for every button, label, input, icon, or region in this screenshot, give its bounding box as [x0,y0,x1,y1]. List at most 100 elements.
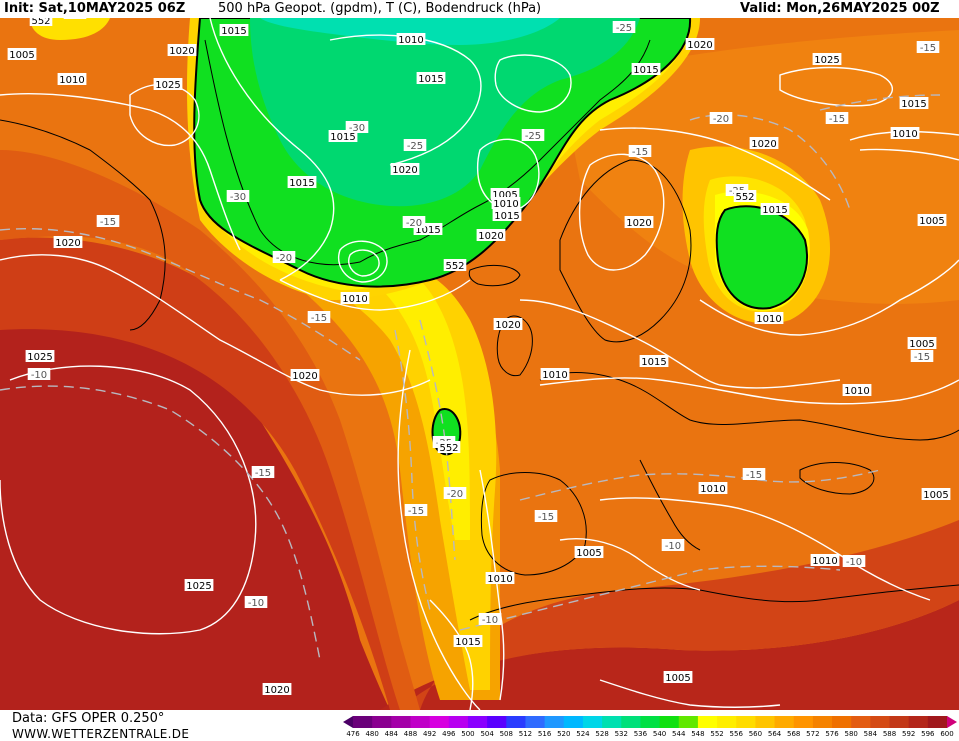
legend-swatch [582,716,603,728]
pressure-label-text: 1015 [330,132,355,143]
pressure-label: 1020 [290,369,320,382]
geopotential-labels: 552 552 552 552 [29,18,757,454]
temperature-label-text: -20 [406,218,422,229]
pressure-label-box [917,214,947,226]
pressure-label: 1010 [698,482,728,495]
pressure-label-box [219,24,249,36]
pressure-label: 1015 [492,209,522,222]
pressure-label: 1010 [810,554,840,567]
temperature-label-box [244,596,268,608]
temperature-label-text: -15 [255,468,271,479]
weather-map[interactable]: 1015 1010 1005 1020 1010 1025 1015 1020 1015 1025… [0,18,959,710]
pressure-label-text: 1010 [487,574,512,585]
temperature-label: -15 [96,215,120,228]
legend-tick-label: 592 [901,730,916,738]
legend-tick-label: 564 [767,730,782,738]
legend-swatch [410,716,431,728]
legend-tick-label: 504 [480,730,494,738]
legend-tick-label: 536 [633,730,648,738]
temperature-label: -10 [244,596,268,609]
pressure-label-text: 1015 [418,74,443,85]
pressure-label-box [290,369,320,381]
isobar-low-scandinavia [578,153,665,271]
legend-swatch [812,716,833,728]
temperature-label-box [307,311,331,323]
pressure-label: 1015 [760,203,790,216]
isobar-1025-ne [779,66,893,107]
pressure-label-text: 1020 [626,218,651,229]
field-orange-west [0,150,420,710]
pressure-label-box [25,350,55,362]
legend-tick-label: 532 [614,730,628,738]
temperature-label-box [842,555,866,567]
temperature-label: -15 [63,18,87,20]
temperature-label: -15 [307,311,331,324]
isotherms [0,94,941,661]
pressure-label-text: 1015 [633,65,658,76]
legend-tick-label: 580 [844,730,858,738]
temperature-label-text: -25 [616,23,632,34]
temperature-label-text: -15 [829,114,845,125]
legend-tick-label: 524 [576,730,590,738]
pressure-label-text: 1020 [264,685,289,696]
isobar-1010-mid [279,279,471,311]
pressure-label-box [842,384,872,396]
pressure-label: 1010 [754,312,784,325]
temperature-label-box [272,251,296,263]
pressure-label: 1015 [219,24,249,37]
legend-swatch [429,716,450,728]
isotherm-minus15-europe [519,469,881,501]
temperature-label: -25 [521,129,545,142]
geopotential-label-text: 552 [445,261,464,272]
legend-swatch [391,716,411,728]
temperature-label-text: -15 [632,147,648,158]
pressure-label: 1005 [921,488,951,501]
isotherm-minus10-south [459,565,841,631]
legend-tick-label: 540 [652,730,667,738]
isotherm-minus15-west [0,228,361,361]
legend-tick-label: 512 [518,730,533,738]
pressure-label-text: 1005 [909,339,934,350]
field-dark-red-sw [0,318,390,710]
temperature-label-text: -10 [31,370,47,381]
pressure-label-text: 1020 [751,139,776,150]
legend-tick-label: 520 [557,730,571,738]
legend-swatch [697,716,718,728]
pressure-label-box [57,73,87,85]
temperature-label-text: -15 [100,217,116,228]
temperature-label-box [402,216,426,228]
temperature-label-box [709,112,733,124]
isobar-1015-europe [539,377,959,405]
pressure-label-text: 1010 [812,556,837,567]
temperature-label-text: -20 [713,114,729,125]
pressure-label-text: 1020 [169,46,194,57]
isobar-1025-atlantic [0,365,257,635]
pressure-label: 1025 [812,53,842,66]
temperature-label-box [742,468,766,480]
temperature-label-box [63,18,87,19]
pressure-label-text: 1010 [844,386,869,397]
pressure-label-text: 1015 [494,211,519,222]
pressure-label-box [631,63,661,75]
temperature-label: -20 [402,216,426,229]
temperature-label-text: -25 [407,141,423,152]
pressure-label-box [390,163,420,175]
pressure-label-box [287,176,317,188]
pressure-label-text: 1010 [700,484,725,495]
pressure-label-text: 1010 [59,75,84,86]
legend-swatch [774,716,795,728]
pressure-label-text: 1005 [919,216,944,227]
temperature-label: -15 [742,468,766,481]
temperature-label: -10 [842,555,866,568]
legend-tick-label: 484 [384,730,398,738]
legend-tick-label: 548 [691,730,705,738]
temperature-label-box [226,190,250,202]
legend-swatch [372,716,392,728]
legend-swatch [467,716,488,728]
temperature-label-text: -30 [230,192,246,203]
pressure-label: 1010 [540,368,570,381]
geopotential-label: 552 [437,441,461,454]
temperature-label-box [612,21,636,33]
temperature-label: -30 [226,190,250,203]
pressure-label-text: 1025 [27,352,52,363]
